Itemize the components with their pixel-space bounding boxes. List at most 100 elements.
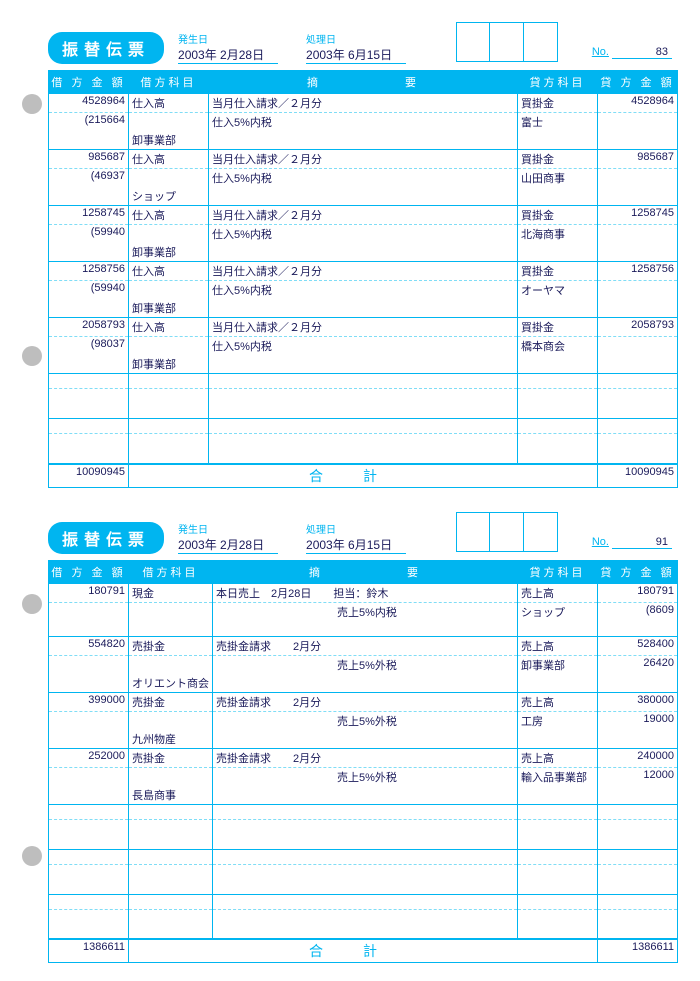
debit-account: 売掛金: [129, 692, 213, 711]
debit-sub: (59940: [49, 225, 129, 244]
debit-amount: 985687: [49, 150, 129, 169]
credit-vendor: 富士: [518, 113, 598, 132]
credit-amount: 1258756: [598, 262, 678, 281]
debit-amount: 4528964: [49, 94, 129, 113]
process-date: 2003年 6月15日: [306, 536, 406, 554]
credit-sub: [598, 337, 678, 356]
entry-row-third: オリエント商会: [49, 674, 678, 693]
description-2: 仕入5%内税: [209, 169, 518, 188]
empty-row: [49, 879, 678, 894]
total-debit: 1386611: [49, 939, 129, 963]
occur-date: 2003年 2月28日: [178, 536, 278, 554]
debit-account: 売掛金: [129, 636, 213, 655]
debit-amount: 399000: [49, 692, 129, 711]
total-credit: 1386611: [598, 939, 678, 963]
entries-table: 借 方 金 額 借方科目 摘 要 貸方科目 貸 方 金 額 4528964 仕入…: [48, 70, 678, 488]
credit-sub: [598, 225, 678, 244]
description-1: 本日売上 2月28日 担当：鈴木: [213, 584, 518, 603]
stamp-boxes: [456, 512, 558, 552]
debit-sub: (98037: [49, 337, 129, 356]
debit-dept: [129, 169, 209, 188]
total-row: 10090945 合計 10090945: [49, 464, 678, 488]
empty-row: [49, 404, 678, 419]
description-2: 仕入5%内税: [209, 337, 518, 356]
entry-row-third: 九州物産: [49, 730, 678, 749]
debit-account: 仕入高: [129, 318, 209, 337]
description-1: 売掛金請求 2月分: [213, 748, 518, 767]
col-debit-account: 借方科目: [129, 71, 209, 94]
credit-amount: 4528964: [598, 94, 678, 113]
credit-vendor: ショップ: [518, 603, 598, 622]
debit-account: 現金: [129, 584, 213, 603]
description-2: 仕入5%内税: [209, 225, 518, 244]
credit-vendor: 卸事業部: [518, 655, 598, 674]
credit-sub: [598, 169, 678, 188]
slip-no: 91: [612, 536, 672, 549]
debit-dept: [129, 225, 209, 244]
debit-amount: 180791: [49, 584, 129, 603]
process-date-label: 処理日: [306, 35, 336, 46]
credit-sub: 12000: [598, 767, 678, 786]
empty-row: [49, 894, 678, 909]
stamp-boxes: [456, 22, 558, 62]
credit-vendor: オーヤマ: [518, 281, 598, 300]
entry-row: 554820 売掛金 売掛金請求 2月分 売上高 528400: [49, 636, 678, 655]
col-description: 摘 要: [209, 71, 518, 94]
credit-sub: 19000: [598, 711, 678, 730]
debit-dept: [129, 655, 213, 674]
empty-row: [49, 819, 678, 834]
credit-account: 売上高: [518, 584, 598, 603]
debit-sub: (215664: [49, 113, 129, 132]
description-1: 当月仕入請求／２月分: [209, 262, 518, 281]
description-1: 売掛金請求 2月分: [213, 636, 518, 655]
credit-vendor: 北海商事: [518, 225, 598, 244]
entry-row-sub: 売上5%内税 ショップ (8609: [49, 603, 678, 622]
credit-account: 買掛金: [518, 262, 598, 281]
col-credit-amount: 貸 方 金 額: [598, 561, 678, 584]
entries-table: 借 方 金 額 借方科目 摘 要 貸方科目 貸 方 金 額 180791 現金 …: [48, 560, 678, 963]
description-2: 売上5%外税: [213, 711, 518, 730]
entry-row-sub: 売上5%外税 工房 19000: [49, 711, 678, 730]
description-2: 売上5%外税: [213, 767, 518, 786]
debit-dept: [129, 113, 209, 132]
debit-account: 仕入高: [129, 150, 209, 169]
description-1: 当月仕入請求／２月分: [209, 150, 518, 169]
total-row: 1386611 合計 1386611: [49, 939, 678, 963]
debit-sub: [49, 655, 129, 674]
col-debit-amount: 借 方 金 額: [49, 561, 129, 584]
empty-row: [49, 924, 678, 939]
debit-sub: (59940: [49, 281, 129, 300]
entry-row: 1258756 仕入高 当月仕入請求／２月分 買掛金 1258756: [49, 262, 678, 281]
entry-row-third: [49, 621, 678, 636]
entry-row-sub: (98037 仕入5%内税 橋本商会: [49, 337, 678, 356]
credit-amount: 180791: [598, 584, 678, 603]
debit-dept-3: オリエント商会: [129, 674, 213, 693]
occur-date-label: 発生日: [178, 525, 208, 536]
debit-sub: [49, 711, 129, 730]
credit-vendor: 橋本商会: [518, 337, 598, 356]
process-date-label: 処理日: [306, 525, 336, 536]
entry-row-sub: (215664 仕入5%内税 富士: [49, 113, 678, 132]
debit-dept: [129, 603, 213, 622]
description-1: 当月仕入請求／２月分: [209, 206, 518, 225]
entry-row-third: 卸事業部: [49, 131, 678, 150]
entry-row: 399000 売掛金 売掛金請求 2月分 売上高 380000: [49, 692, 678, 711]
entry-row: 2058793 仕入高 当月仕入請求／２月分 買掛金 2058793: [49, 318, 678, 337]
empty-row: [49, 864, 678, 879]
debit-dept-3: [129, 621, 213, 636]
total-debit: 10090945: [49, 464, 129, 488]
credit-vendor: 輸入品事業部: [518, 767, 598, 786]
entry-row-sub: 売上5%外税 卸事業部 26420: [49, 655, 678, 674]
col-credit-account: 貸方科目: [518, 71, 598, 94]
debit-dept-3: 卸事業部: [129, 355, 209, 374]
credit-account: 買掛金: [518, 150, 598, 169]
empty-row: [49, 834, 678, 849]
debit-sub: [49, 767, 129, 786]
entry-row: 1258745 仕入高 当月仕入請求／２月分 買掛金 1258745: [49, 206, 678, 225]
col-credit-amount: 貸 方 金 額: [598, 71, 678, 94]
occur-date: 2003年 2月28日: [178, 46, 278, 64]
debit-dept-3: 長島商事: [129, 786, 213, 805]
debit-account: 仕入高: [129, 94, 209, 113]
description-2: 売上5%外税: [213, 655, 518, 674]
credit-account: 買掛金: [518, 94, 598, 113]
